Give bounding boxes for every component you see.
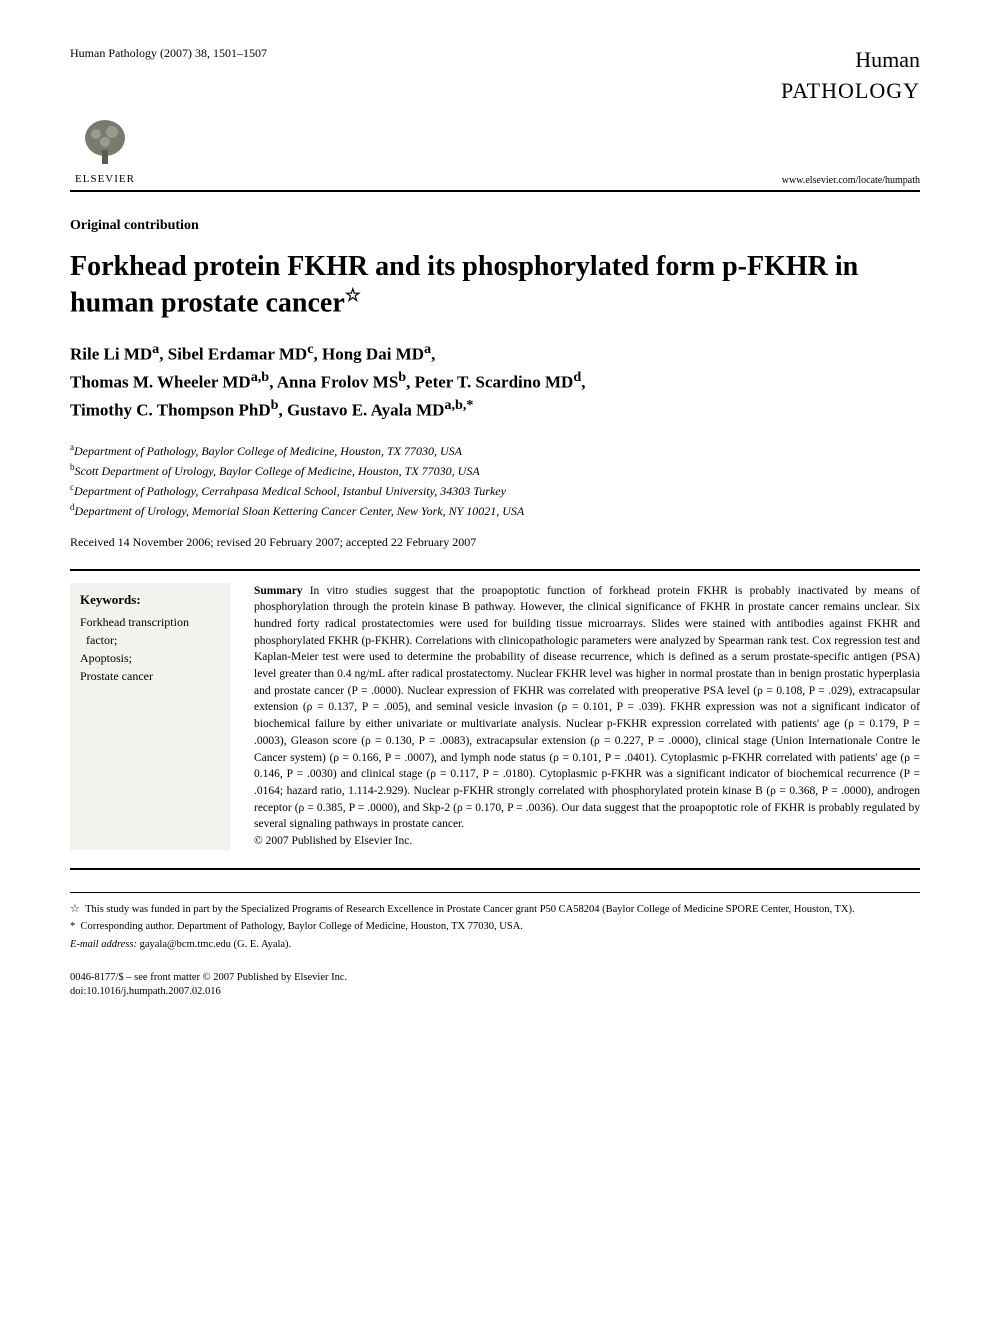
- funding-footnote: ☆ This study was funded in part by the S…: [70, 901, 920, 918]
- corresponding-text: Corresponding author. Department of Path…: [81, 921, 523, 932]
- journal-block: Human PATHOLOGY: [781, 45, 920, 107]
- publisher-name: ELSEVIER: [75, 172, 135, 187]
- affiliation-item: dDepartment of Urology, Memorial Sloan K…: [70, 501, 920, 520]
- affiliation-item: cDepartment of Pathology, Cerrahpasa Med…: [70, 481, 920, 500]
- corresponding-footnote: * Corresponding author. Department of Pa…: [70, 919, 920, 935]
- elsevier-tree-icon: [78, 116, 132, 170]
- header-row: Human Pathology (2007) 38, 1501–1507 Hum…: [70, 45, 920, 107]
- title-note-icon: ☆: [345, 285, 361, 305]
- affiliation-item: bScott Department of Urology, Baylor Col…: [70, 461, 920, 480]
- footer-line2: doi:10.1016/j.humpath.2007.02.016: [70, 985, 920, 1000]
- citation: Human Pathology (2007) 38, 1501–1507: [70, 45, 267, 62]
- email-label: E-mail address:: [70, 939, 137, 950]
- footer-line1: 0046-8177/$ – see front matter © 2007 Pu…: [70, 971, 920, 986]
- authors-list: Rile Li MDa, Sibel Erdamar MDc, Hong Dai…: [70, 339, 920, 423]
- affiliations-list: aDepartment of Pathology, Baylor College…: [70, 441, 920, 520]
- journal-name-1: Human: [781, 45, 920, 76]
- summary-column: Summary In vitro studies suggest that th…: [254, 583, 920, 850]
- funding-symbol-icon: ☆: [70, 903, 80, 915]
- logo-row: ELSEVIER www.elsevier.com/locate/humpath: [70, 113, 920, 192]
- corresponding-symbol: *: [70, 921, 75, 932]
- article-dates: Received 14 November 2006; revised 20 Fe…: [70, 534, 920, 551]
- affiliation-item: aDepartment of Pathology, Baylor College…: [70, 441, 920, 460]
- section-label: Original contribution: [70, 216, 920, 236]
- article-title: Forkhead protein FKHR and its phosphoryl…: [70, 249, 920, 320]
- summary-copyright: © 2007 Published by Elsevier Inc.: [254, 835, 412, 847]
- abstract-block: Keywords: Forkhead transcription factor;…: [70, 569, 920, 870]
- email-footnote: E-mail address: gayala@bcm.tmc.edu (G. E…: [70, 937, 920, 953]
- keywords-column: Keywords: Forkhead transcription factor;…: [70, 583, 230, 850]
- title-text: Forkhead protein FKHR and its phosphoryl…: [70, 251, 858, 318]
- publisher-logo: ELSEVIER: [70, 113, 140, 188]
- summary-body: In vitro studies suggest that the proapo…: [254, 585, 920, 830]
- funding-text: This study was funded in part by the Spe…: [85, 904, 855, 915]
- keywords-heading: Keywords:: [80, 591, 220, 609]
- footer-block: 0046-8177/$ – see front matter © 2007 Pu…: [70, 971, 920, 1000]
- email-value: gayala@bcm.tmc.edu (G. E. Ayala).: [140, 939, 292, 950]
- summary-label: Summary: [254, 585, 303, 597]
- footnotes: ☆ This study was funded in part by the S…: [70, 892, 920, 953]
- keywords-list: Forkhead transcription factor;Apoptosis;…: [80, 613, 220, 685]
- journal-url: www.elsevier.com/locate/humpath: [782, 174, 920, 188]
- journal-name-2: PATHOLOGY: [781, 76, 920, 107]
